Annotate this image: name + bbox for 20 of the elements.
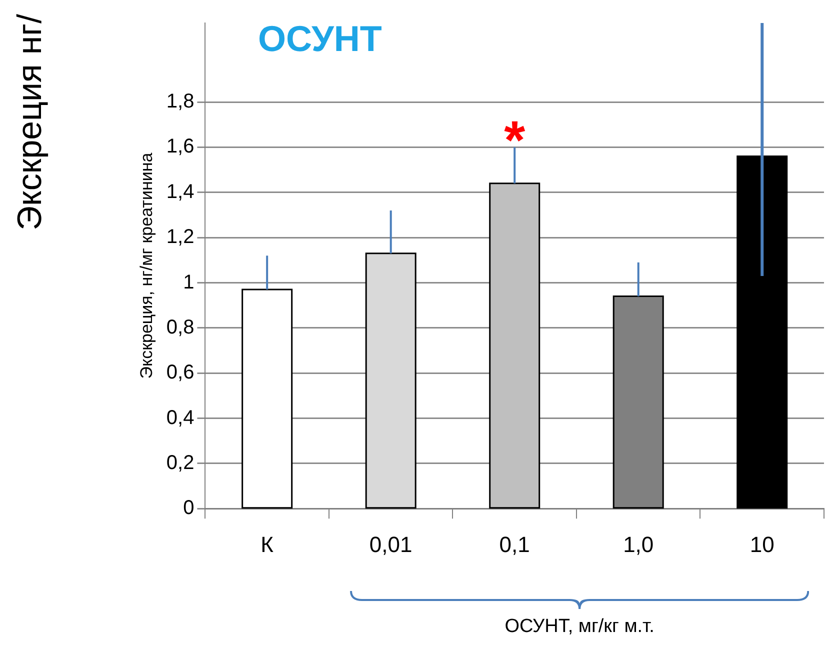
y-tick-label: 0,2 <box>166 452 194 474</box>
y-tick-label: 1,2 <box>166 226 194 248</box>
y-tick-label: 1 <box>183 271 194 294</box>
y-tick-label: 0,8 <box>166 316 194 338</box>
y-tick-label: 0 <box>183 497 194 520</box>
x-tick-label: 0,01 <box>369 532 412 557</box>
y-tick-label: 0,4 <box>166 406 194 429</box>
y-axis-title: Экскреция, нг/мг креатинина <box>136 152 156 379</box>
x-tick-label: 1,0 <box>623 532 654 557</box>
x-tick-label: К <box>260 532 274 557</box>
annotation: * <box>504 110 526 171</box>
x-axis-title: ОСУНТ, мг/кг м.т. <box>504 616 656 638</box>
y-tick-label: 0,6 <box>166 362 194 384</box>
y-tick-label: 1,8 <box>166 90 194 113</box>
x-tick-label: 10 <box>750 532 774 557</box>
x-tick-label: 0,1 <box>499 532 530 557</box>
y-tick-label: 1,4 <box>166 180 194 203</box>
text: Экскреция нг/ <box>10 14 50 230</box>
y-tick-label: 1,6 <box>166 136 194 158</box>
chart-title: ОСУНТ <box>258 18 382 60</box>
